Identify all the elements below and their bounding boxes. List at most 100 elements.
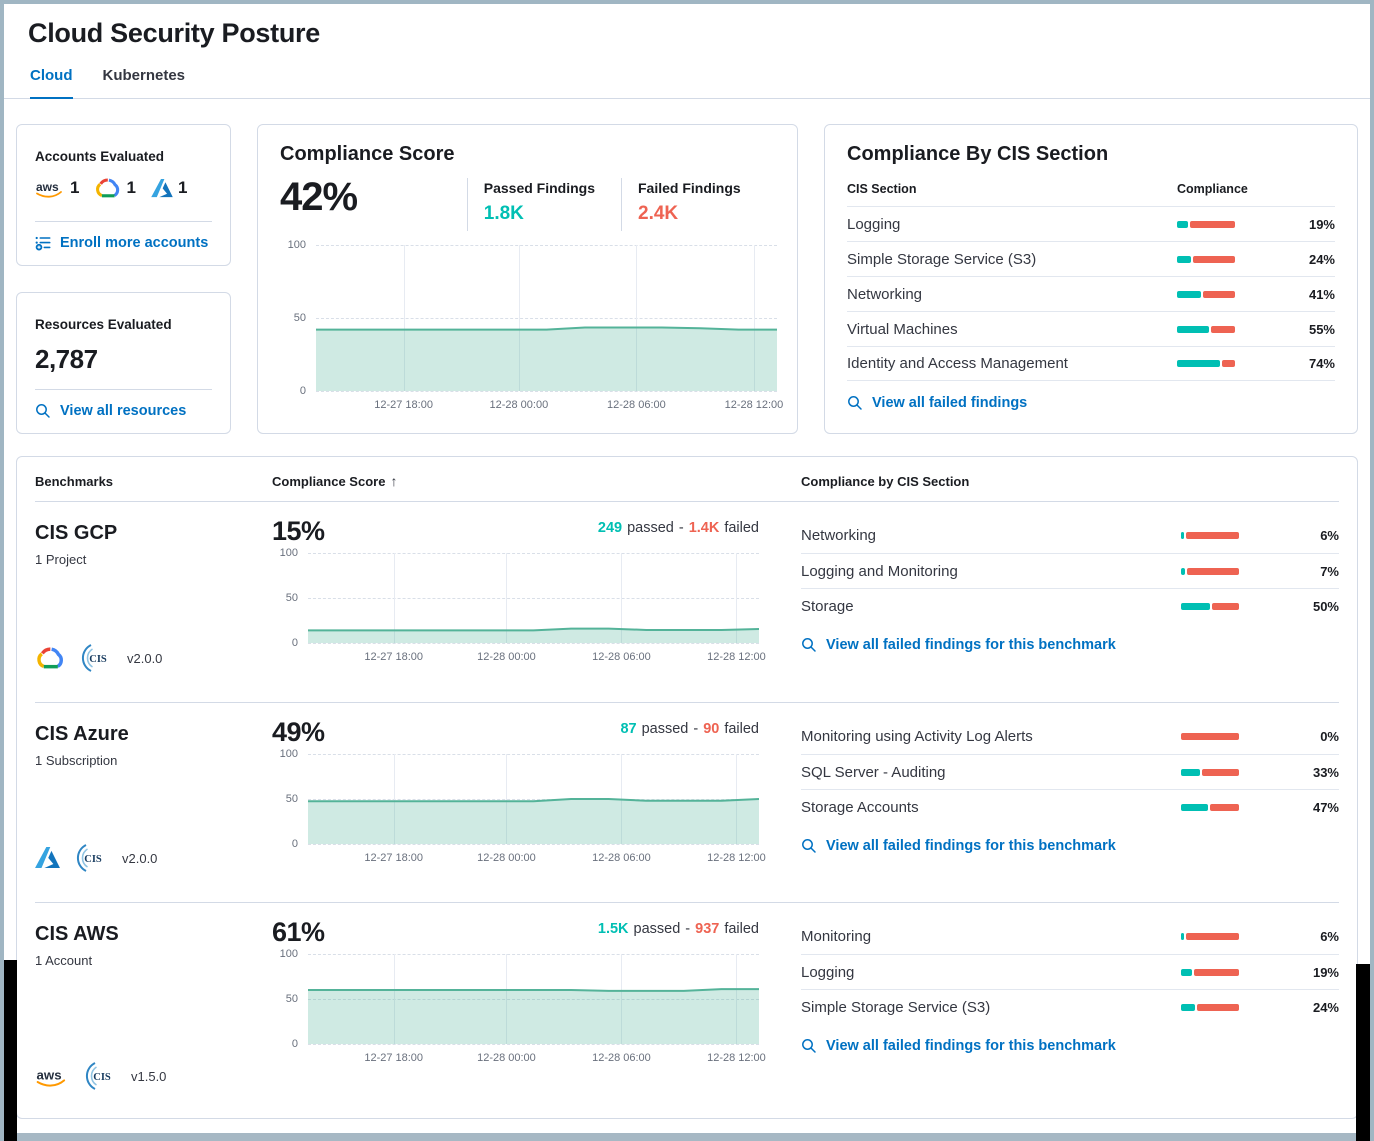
- benchmark-section-row: Simple Storage Service (S3) 24%: [801, 989, 1339, 1024]
- chart-area-series: [308, 553, 759, 643]
- search-icon: [802, 1039, 816, 1053]
- cis-section-row: Virtual Machines 55%: [847, 311, 1335, 346]
- chart-y-axis: 100 50 0: [272, 948, 308, 1050]
- view-all-resources-link[interactable]: View all resources: [35, 403, 212, 419]
- chart-v-gridline: [393, 954, 395, 1044]
- view-failed-findings-benchmark-label: View all failed findings for this benchm…: [826, 838, 1116, 854]
- benchmark-score-block: 49% 87 passed -90 failed 100 50 0 12-27 18:00 12-…: [263, 703, 801, 902]
- section-compliance-pct: 6%: [1320, 929, 1339, 944]
- chart-v-gridline: [736, 954, 738, 1044]
- page-header: Cloud Security Posture: [4, 4, 1370, 49]
- cis-section-table: CIS Section Compliance Logging 19% Simpl…: [847, 182, 1335, 381]
- benchmark-meta: CIS Azure 1 Subscription CIS v2.0.0: [35, 703, 263, 902]
- chart-h-gridline: [316, 391, 777, 392]
- benchmark-score-block: 61% 1.5K passed -937 failed 100 50 0 12-27 18:00…: [263, 903, 801, 1120]
- findings-stats: Passed Findings 1.8K Failed Findings 2.4…: [441, 178, 749, 231]
- chart-plot-area: [308, 754, 759, 845]
- summary-row: Accounts Evaluated aws 1: [16, 124, 1358, 434]
- chart-x-tick-label: 12-28 00:00: [477, 651, 536, 663]
- gcp-icon: [37, 647, 63, 669]
- tab-kubernetes[interactable]: Kubernetes: [102, 67, 186, 84]
- resources-evaluated-title: Resources Evaluated: [35, 317, 172, 332]
- view-failed-findings-benchmark-label: View all failed findings for this benchm…: [826, 1038, 1116, 1054]
- benchmark-version: v2.0.0: [127, 650, 163, 666]
- chart-x-tick-label: 12-28 12:00: [707, 852, 766, 864]
- chart-area-series: [308, 754, 759, 844]
- view-all-resources-label: View all resources: [60, 403, 187, 419]
- benchmark-version: v1.5.0: [131, 1068, 167, 1084]
- compliance-score-column-header[interactable]: Compliance Score ↑: [263, 473, 801, 489]
- section-compliance-pct: 24%: [1308, 251, 1335, 267]
- benchmark-row: CIS GCP 1 Project CIS v2.0.0 15% 249 passed -1.…: [35, 502, 1339, 703]
- benchmark-passed-failed: 87 passed -90 failed: [620, 721, 759, 737]
- main-content: Accounts Evaluated aws 1: [4, 99, 1370, 1119]
- svg-text:aws: aws: [37, 1067, 62, 1082]
- benchmark-scope: 1 Project: [35, 552, 87, 567]
- chart-x-tick-label: 12-28 00:00: [477, 852, 536, 864]
- enroll-more-accounts-link[interactable]: Enroll more accounts: [35, 235, 212, 251]
- compliance-score-trend-chart: 100 50 0 12-27 18:00 12-28 00:00 12-28 06:00 1…: [280, 239, 784, 413]
- screenshot-artifact-right: [1356, 964, 1370, 1141]
- section-label: Simple Storage Service (S3): [801, 998, 991, 1016]
- benchmark-score-header: 61% 1.5K passed -937 failed: [272, 917, 759, 948]
- chart-h-gridline: [308, 844, 759, 845]
- compliance-by-cis-section-card: Compliance By CIS Section CIS Section Co…: [824, 124, 1358, 434]
- cis-section-row: Logging 19%: [847, 206, 1335, 241]
- view-all-failed-findings-link[interactable]: View all failed findings: [847, 395, 1335, 411]
- cis-section-card-title: Compliance By CIS Section: [847, 143, 1109, 165]
- resources-count: 2,787: [35, 344, 98, 374]
- screenshot-frame-bottom: [4, 1133, 1370, 1141]
- tab-cloud[interactable]: Cloud: [30, 67, 73, 99]
- chart-h-gridline: [308, 553, 759, 554]
- compliance-distribution-bar: [1177, 220, 1235, 228]
- chart-v-gridline: [736, 553, 738, 643]
- cis-section-row: Networking 41%: [847, 276, 1335, 311]
- benchmark-sections: Monitoring using Activity Log Alerts 0% SQ…: [801, 703, 1339, 902]
- chart-y-tick-label: 0: [291, 637, 298, 649]
- search-icon: [848, 396, 862, 410]
- benchmark-failed-value: 937: [695, 921, 720, 937]
- accounts-evaluated-card: Accounts Evaluated aws 1: [16, 124, 231, 266]
- aws-account-count: aws 1: [35, 178, 79, 198]
- section-label: Storage: [801, 597, 854, 615]
- section-label: Monitoring: [801, 928, 872, 945]
- view-failed-findings-benchmark-link[interactable]: View all failed findings for this benchm…: [801, 1038, 1339, 1054]
- search-icon: [802, 638, 816, 652]
- chart-plot-area: [308, 954, 759, 1045]
- view-failed-findings-benchmark-link[interactable]: View all failed findings for this benchm…: [801, 838, 1339, 854]
- benchmark-passed-value: 87: [620, 721, 637, 737]
- chart-h-gridline: [308, 643, 759, 644]
- chart-y-axis: 100 50 0: [272, 748, 308, 850]
- view-failed-findings-benchmark-link[interactable]: View all failed findings for this benchm…: [801, 637, 1339, 653]
- chart-plot-area: [308, 553, 759, 644]
- chart-y-axis: 100 50 0: [280, 239, 316, 397]
- benchmark-trend-chart: 100 50 0 12-27 18:00 12-28 00:00 12-28 06:00 1…: [272, 748, 766, 866]
- chart-y-tick-label: 100: [279, 748, 298, 760]
- chart-v-gridline: [753, 245, 755, 391]
- compliance-distribution-bar: [1177, 255, 1235, 263]
- view-failed-findings-benchmark-label: View all failed findings for this benchm…: [826, 637, 1116, 653]
- chart-v-gridline: [736, 754, 738, 844]
- chart-h-gridline: [308, 799, 759, 800]
- cis-benchmark-icon: CIS: [81, 644, 107, 672]
- compliance-distribution-bar: [1181, 567, 1239, 575]
- section-label: Networking: [801, 527, 877, 544]
- chart-y-tick-label: 0: [299, 385, 306, 397]
- section-compliance-pct: 6%: [1320, 528, 1339, 543]
- benchmark-failed-value: 90: [703, 721, 720, 737]
- compliance-distribution-bar: [1181, 733, 1239, 740]
- benchmark-section-row: Logging and Monitoring 7%: [801, 553, 1339, 588]
- svg-text:CIS: CIS: [93, 1072, 111, 1083]
- benchmark-section-row: Storage Accounts 47%: [801, 789, 1339, 824]
- passed-findings-stat: Passed Findings 1.8K: [466, 178, 595, 231]
- benchmarks-column-header: Benchmarks: [35, 474, 114, 489]
- aws-count: 1: [70, 178, 80, 197]
- benchmark-trend-chart: 100 50 0 12-27 18:00 12-28 00:00 12-28 06:00 1…: [272, 547, 766, 665]
- benchmark-logos: CIS v2.0.0: [35, 640, 162, 676]
- view-all-failed-findings-label: View all failed findings: [872, 395, 1028, 411]
- benchmark-name: CIS GCP: [35, 522, 118, 544]
- benchmark-version: v2.0.0: [122, 850, 158, 866]
- compliance-by-cis-section-column-header: Compliance by CIS Section: [801, 474, 970, 489]
- benchmark-passed-value: 249: [597, 520, 623, 536]
